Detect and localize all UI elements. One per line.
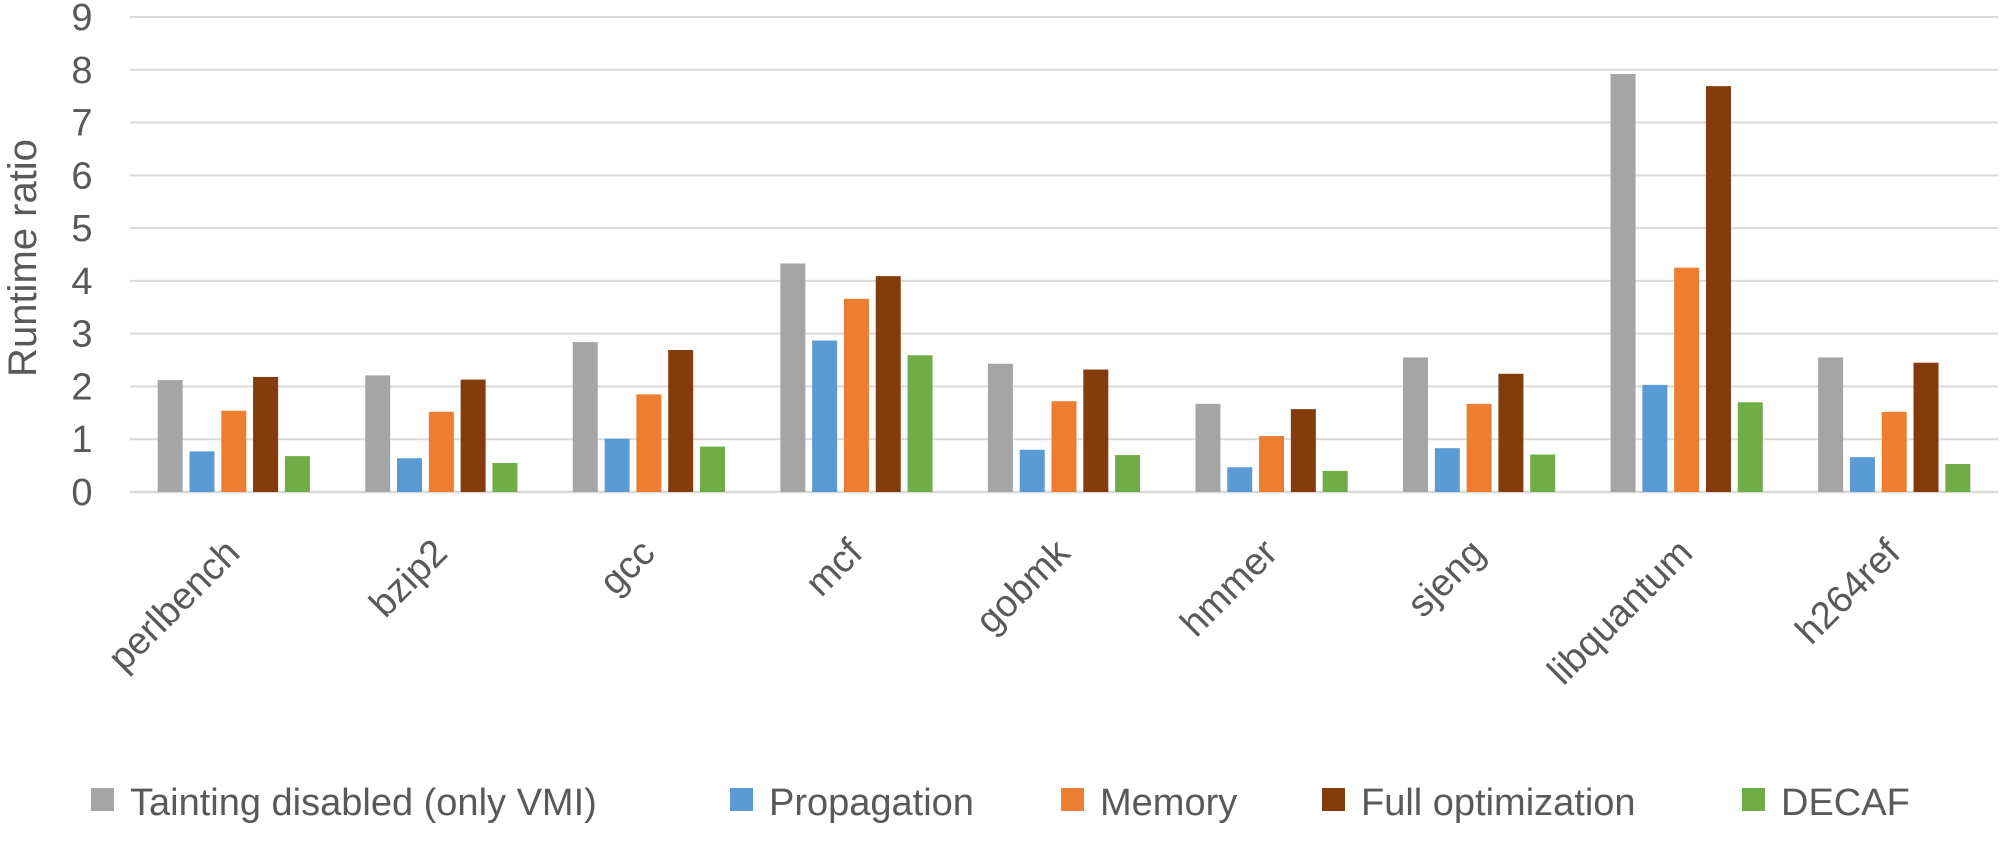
legend-label: Propagation	[769, 782, 974, 824]
bar-hmmer-2	[1227, 467, 1253, 492]
legend-swatch	[730, 788, 753, 811]
y-tick-label: 3	[71, 314, 92, 356]
bar-gcc-2	[604, 438, 630, 492]
legend-label: Memory	[1100, 782, 1237, 824]
legend-item: DECAF	[1742, 782, 1910, 824]
bar-hmmer-1	[1195, 403, 1221, 492]
x-category-label: sjeng	[1400, 532, 1494, 626]
y-tick-label: 1	[71, 419, 92, 461]
bar-h264ref-3	[1881, 411, 1907, 492]
bar-gobmk-3	[1051, 401, 1077, 492]
legend: Tainting disabled (only VMI) Propagation M…	[91, 782, 1910, 824]
legend-item: Memory	[1061, 782, 1237, 824]
bar-sjeng-2	[1434, 448, 1460, 492]
bar-bzip2-3	[428, 411, 454, 492]
bar-libquantum-2	[1642, 384, 1668, 492]
bar-bzip2-4	[460, 379, 486, 492]
x-category-label: hmmer	[1173, 531, 1287, 645]
bar-libquantum-4	[1705, 86, 1731, 492]
bar-perlbench-4	[253, 376, 279, 492]
bar-perlbench-5	[284, 456, 310, 492]
bar-sjeng-5	[1530, 454, 1556, 492]
x-category-label: perlbench	[100, 532, 248, 680]
y-tick-label: 0	[71, 472, 92, 514]
bar-sjeng-3	[1466, 403, 1492, 492]
y-tick-label: 7	[71, 103, 92, 145]
bar-gobmk-5	[1115, 455, 1141, 492]
x-category-label: mcf	[798, 531, 871, 604]
y-tick-label: 6	[71, 155, 92, 197]
bar-h264ref-4	[1913, 362, 1939, 492]
y-tick-label: 2	[71, 366, 92, 408]
legend-label: Full optimization	[1361, 782, 1636, 824]
bar-gobmk-1	[987, 363, 1013, 492]
bar-perlbench-2	[189, 451, 215, 492]
bar-mcf-3	[843, 298, 869, 492]
bar-h264ref-2	[1849, 457, 1875, 492]
legend-swatch	[1742, 788, 1765, 811]
x-category-label: bzip2	[362, 532, 456, 626]
bar-perlbench-1	[157, 380, 183, 492]
bar-hmmer-3	[1259, 436, 1285, 492]
bar-bzip2-2	[397, 458, 423, 492]
y-tick-label: 9	[71, 0, 92, 39]
bar-libquantum-3	[1674, 267, 1700, 492]
bar-hmmer-5	[1322, 470, 1348, 492]
y-axis-title: Runtime ratio	[1, 139, 45, 377]
bar-bzip2-5	[492, 462, 518, 492]
y-axis-ticks: 0 1 2 3 4 5 6 7 8 9	[71, 0, 92, 514]
bar-mcf-4	[875, 276, 901, 492]
bar-bzip2-1	[365, 375, 391, 492]
y-tick-label: 4	[71, 261, 92, 303]
bar-libquantum-1	[1610, 74, 1636, 492]
bar-perlbench-3	[221, 410, 247, 492]
legend-item: Propagation	[730, 782, 974, 824]
bar-libquantum-5	[1737, 402, 1763, 492]
bar-mcf-5	[907, 355, 933, 492]
x-category-label: h264ref	[1788, 531, 1909, 652]
legend-item: Full optimization	[1322, 782, 1636, 824]
y-tick-label: 8	[71, 50, 92, 92]
legend-item: Tainting disabled (only VMI)	[91, 782, 597, 824]
bar-sjeng-4	[1498, 373, 1524, 492]
bar-mcf-2	[812, 340, 838, 492]
x-category-label: gcc	[592, 532, 664, 604]
bar-gcc-3	[636, 394, 662, 492]
legend-swatch	[91, 788, 114, 811]
legend-swatch	[1322, 788, 1345, 811]
bars	[157, 74, 1971, 492]
bar-gobmk-4	[1083, 369, 1109, 492]
legend-label: DECAF	[1781, 782, 1910, 824]
y-tick-label: 5	[71, 208, 92, 250]
legend-swatch	[1061, 788, 1084, 811]
bar-sjeng-1	[1403, 357, 1429, 492]
bar-h264ref-1	[1818, 357, 1844, 492]
bar-hmmer-4	[1290, 409, 1316, 492]
bar-gcc-1	[572, 342, 598, 492]
x-category-label: gobmk	[968, 531, 1079, 642]
x-category-label: libquantum	[1540, 532, 1701, 693]
x-axis-categories: perlbench bzip2 gcc mcf gobmk hmmer sjeng libqu…	[100, 531, 1908, 693]
bar-h264ref-5	[1945, 464, 1971, 492]
bar-mcf-1	[780, 263, 806, 492]
legend-label: Tainting disabled (only VMI)	[130, 782, 597, 824]
bar-gobmk-2	[1019, 449, 1045, 492]
bar-gcc-5	[699, 446, 725, 492]
bar-gcc-4	[668, 350, 694, 492]
